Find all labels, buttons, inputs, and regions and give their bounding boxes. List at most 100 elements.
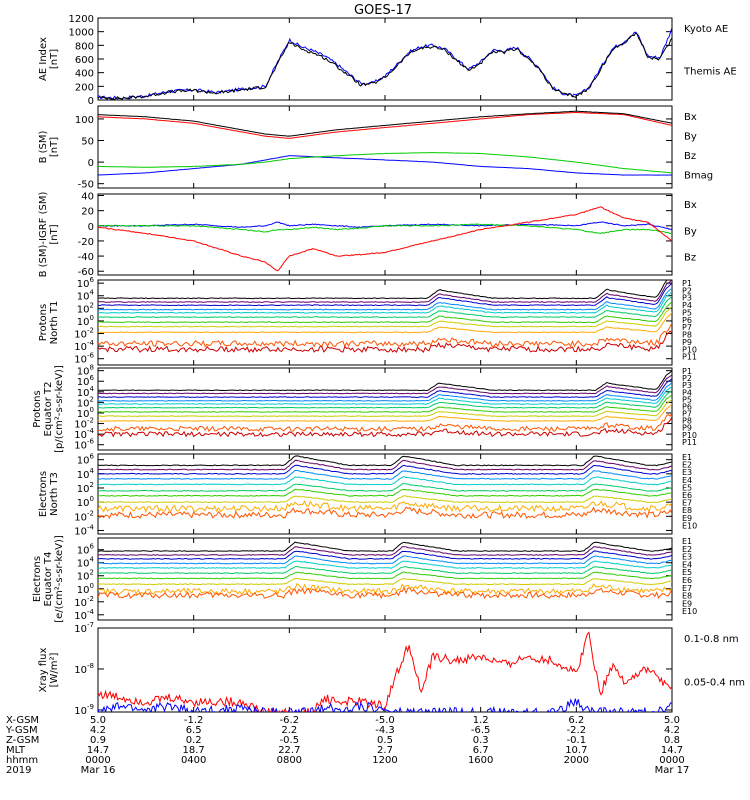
channel-line	[98, 555, 672, 565]
y-axis-label: North T3	[49, 472, 60, 516]
legend-entry: E5	[682, 568, 692, 577]
channel-line	[98, 464, 672, 475]
channel-line	[98, 577, 672, 586]
axis-value: 2.7	[377, 745, 393, 756]
legend-entry: P6	[682, 316, 692, 325]
legend-entry: P1	[682, 279, 692, 288]
y-axis-label: [W/m²]	[49, 652, 60, 687]
axis-value: 0.8	[664, 735, 680, 746]
legend-entry: E3	[682, 468, 692, 477]
legend-entry: E8	[682, 506, 692, 515]
y-tick-label: 108	[77, 364, 94, 378]
channel-line	[98, 582, 672, 596]
y-tick-label: 10-2	[74, 509, 94, 523]
axis-value: 0.9	[90, 735, 106, 746]
channel-line	[98, 322, 672, 348]
channel-line	[98, 374, 672, 395]
y-tick-label: 104	[77, 467, 95, 481]
y-tick-label: 10-6	[74, 352, 94, 366]
axis-row-label: MLT	[6, 745, 26, 756]
legend-entry: Bmag	[684, 170, 713, 181]
plot-area	[98, 541, 672, 600]
channel-line	[98, 370, 672, 392]
plot-area	[98, 110, 672, 176]
legend-entry: E6	[682, 576, 692, 585]
axis-value: -6.5	[471, 725, 491, 736]
legend-entry: P10	[682, 431, 697, 440]
axis-value: 14.7	[87, 745, 109, 756]
axis-value: -5.0	[375, 715, 395, 726]
y-tick-label: 10-6	[74, 438, 94, 452]
axis-row-label: hhmm	[6, 755, 38, 766]
legend-entry: P6	[682, 402, 692, 411]
y-tick-label: -50	[78, 180, 94, 191]
y-tick-label: 104	[77, 289, 95, 303]
y-tick-label: 10-2	[74, 327, 94, 341]
y-tick-label: 10-4	[74, 608, 94, 622]
axis-value: Mar 17	[655, 765, 690, 776]
axis-value: 5.0	[90, 715, 106, 726]
legend-entry: E2	[682, 461, 692, 470]
y-axis-label: B (SM)	[38, 130, 49, 163]
axis-value: 2000	[564, 755, 589, 766]
legend-entry: P10	[682, 345, 697, 354]
legend-entry: P8	[682, 331, 692, 340]
axis-value: 6.7	[473, 745, 489, 756]
axis-value: -0.5	[280, 735, 300, 746]
legend-entry: E10	[682, 607, 697, 616]
series-line	[98, 698, 672, 712]
legend-entry: E1	[682, 453, 692, 462]
y-axis-label: Xray flux	[38, 648, 49, 693]
axis-value: 0.2	[186, 735, 202, 746]
legend-entry: P4	[682, 301, 692, 310]
channel-line	[98, 382, 672, 402]
y-tick-label: 600	[75, 55, 94, 66]
axis-row-label: X-GSM	[6, 715, 39, 726]
plot-area	[98, 631, 672, 712]
panel-ae: 1200 1000 800 600 400 200 0 AE Index [nT] Kyoto A…	[38, 14, 737, 107]
panel-frame	[97, 193, 673, 276]
panel-frame	[97, 367, 673, 451]
channel-line	[98, 301, 672, 324]
plot-area	[98, 280, 672, 354]
channel-line	[98, 550, 672, 560]
y-tick-label: 800	[75, 41, 94, 52]
channel-line	[98, 306, 672, 328]
channel-line	[98, 312, 672, 334]
legend-entry: P9	[682, 424, 692, 433]
channel-line	[98, 330, 672, 354]
channel-line	[98, 386, 672, 405]
y-tick-label: 100	[77, 406, 94, 420]
y-tick-label: 100	[77, 495, 94, 509]
channel-line	[98, 495, 672, 504]
y-tick-label: 200	[75, 82, 94, 93]
panel-frame	[97, 17, 673, 101]
channel-line	[98, 546, 672, 556]
axis-value: 0400	[181, 755, 206, 766]
y-tick-label: 102	[77, 569, 94, 583]
legend-entry: E7	[682, 499, 692, 508]
legend-entry: E5	[682, 483, 692, 492]
axis-row-label: 2019	[6, 765, 31, 776]
y-tick-label: -40	[78, 252, 94, 263]
y-tick-label: 10-4	[74, 427, 94, 441]
axis-value: -2.2	[567, 725, 587, 736]
y-tick-label: 10-2	[74, 595, 94, 609]
panel-bigrf: 40 20 0 -20 -40 -60 B (SM)-IGRF (SM) [nT] Bx By Bz	[38, 192, 697, 279]
figure-title: GOES-17	[354, 3, 412, 18]
channel-line	[98, 280, 672, 303]
axis-value: 6.2	[568, 715, 584, 726]
legend-entry: 0.05-0.4 nm	[684, 678, 745, 689]
channel-line	[98, 378, 672, 398]
y-tick-label: 102	[77, 481, 94, 495]
y-tick-label: 20	[81, 207, 94, 218]
channel-line	[98, 416, 672, 438]
legend: Bx By Bz Bmag	[684, 112, 713, 181]
y-axis-label: [nT]	[49, 137, 60, 157]
legend-entry: Bz	[684, 151, 696, 162]
y-tick-label: 100	[75, 115, 94, 126]
legend-entry: E4	[682, 560, 692, 569]
channel-line	[98, 459, 672, 471]
